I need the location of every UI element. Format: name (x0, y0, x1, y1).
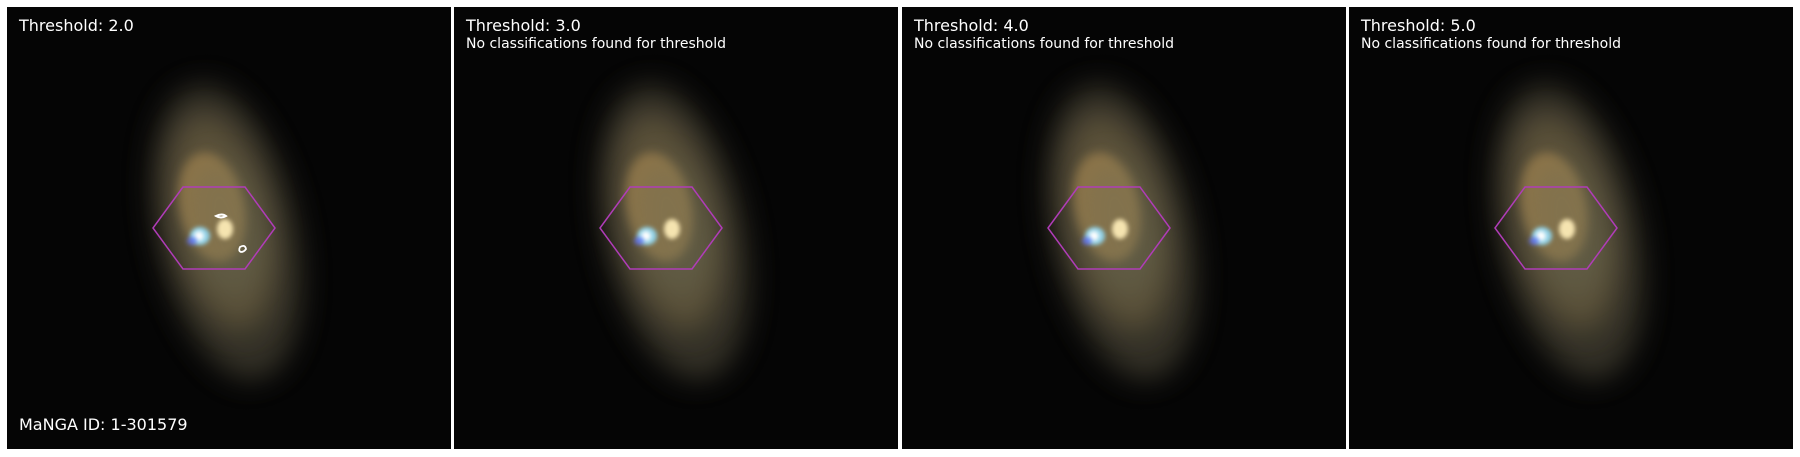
threshold-title: Threshold: 3.0 (466, 16, 581, 35)
galaxy-panel-threshold-2: Threshold: 2.0 MaNGA ID: 1-301579 (7, 7, 451, 449)
galaxy-image (902, 7, 1346, 449)
threshold-title: Threshold: 4.0 (914, 16, 1029, 35)
no-classifications-note: No classifications found for threshold (1361, 36, 1621, 52)
ifu-hexagon (1494, 186, 1618, 270)
galaxy-image (7, 7, 451, 449)
threshold-title: Threshold: 2.0 (19, 16, 134, 35)
galaxy-panel-threshold-4: Threshold: 4.0 No classifications found … (902, 7, 1346, 449)
threshold-title: Threshold: 5.0 (1361, 16, 1476, 35)
ifu-hexagon (599, 186, 723, 270)
manga-id-label: MaNGA ID: 1-301579 (19, 415, 188, 434)
ifu-hexagon (1047, 186, 1171, 270)
ifu-hexagon (152, 186, 276, 270)
no-classifications-note: No classifications found for threshold (914, 36, 1174, 52)
galaxy-image (454, 7, 898, 449)
galaxy-image (1349, 7, 1793, 449)
galaxy-panel-threshold-5: Threshold: 5.0 No classifications found … (1349, 7, 1793, 449)
galaxy-panel-threshold-3: Threshold: 3.0 No classifications found … (454, 7, 898, 449)
classification-contours (213, 213, 247, 253)
no-classifications-note: No classifications found for threshold (466, 36, 726, 52)
